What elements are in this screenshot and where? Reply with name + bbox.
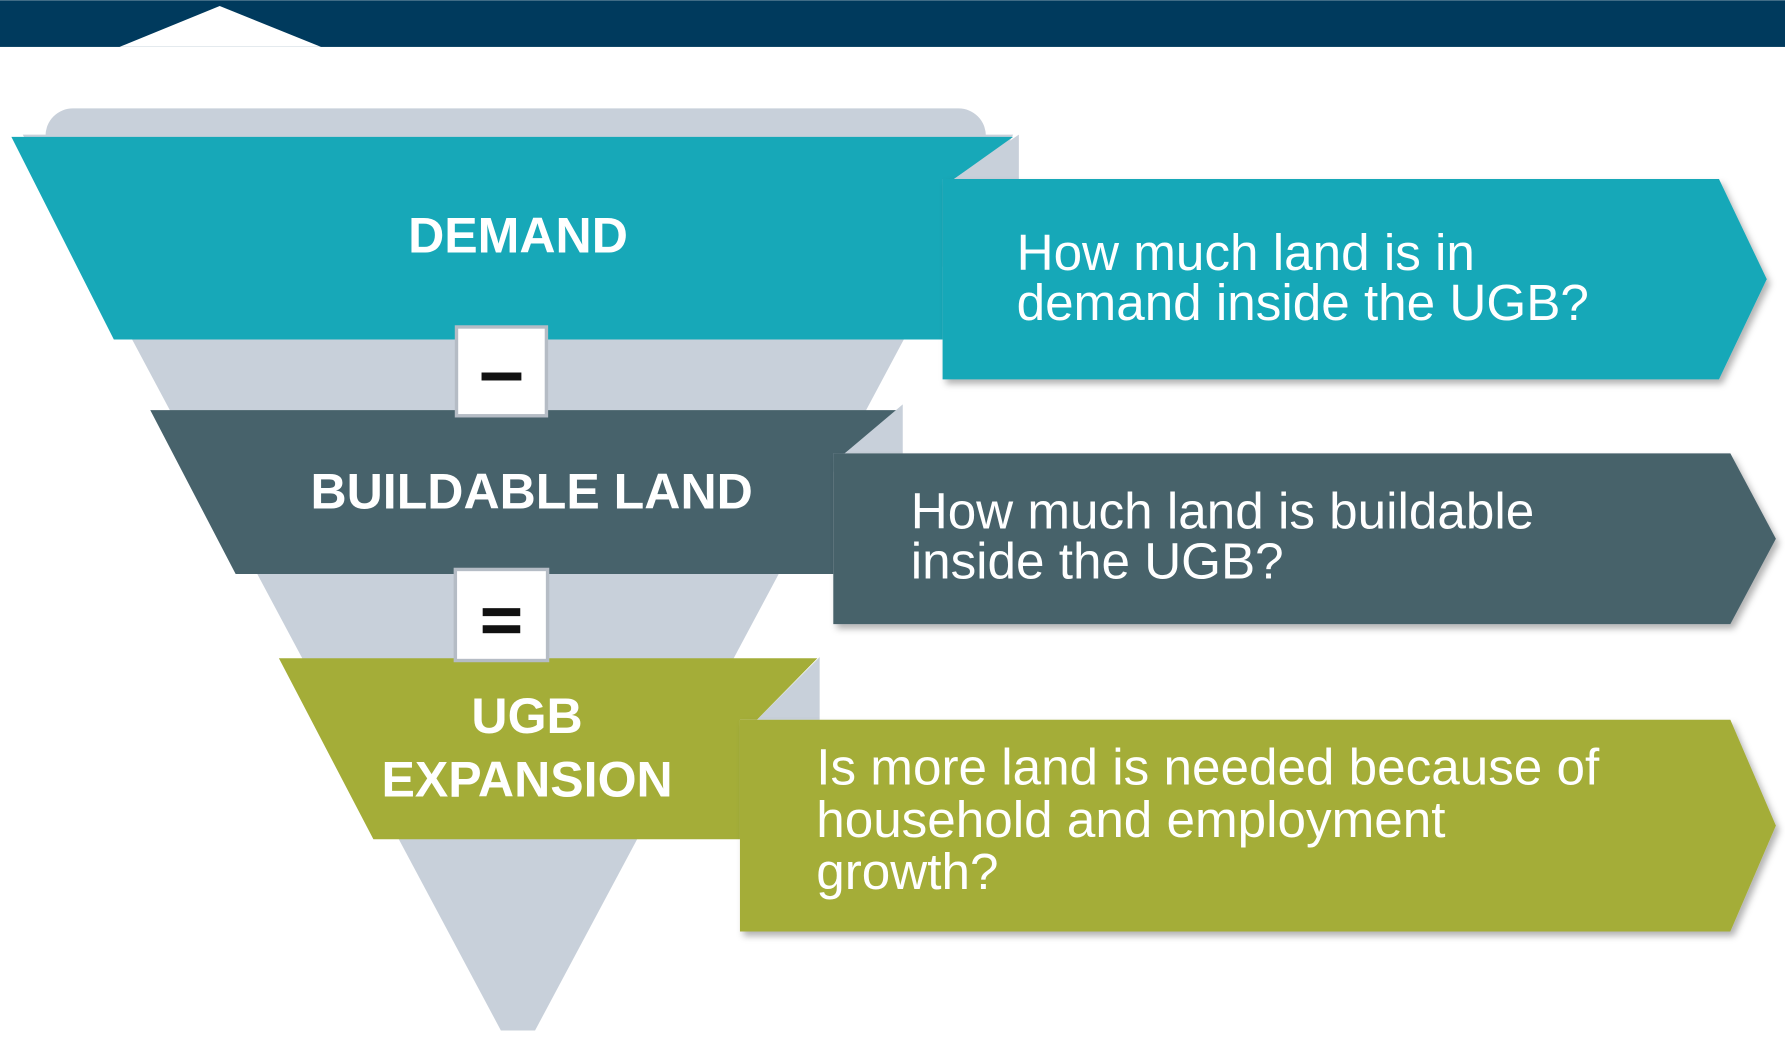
minus-sign [481,372,522,381]
question-arrow [833,453,1776,625]
header-notch [119,5,322,47]
question-text: Is more land is needed because of [816,738,1600,795]
question-text: inside the UGB? [911,532,1284,589]
question-text: demand inside the UGB? [1017,274,1589,331]
equals-sign [482,608,521,617]
question-arrow [739,719,1776,932]
level-label: UGB [471,688,582,744]
question-text: How much land is buildable [911,482,1535,539]
question-text: household and employment [816,791,1445,848]
minus-operator [454,325,549,418]
band-fold [844,404,903,454]
question-arrow [942,178,1767,380]
equals-sign [482,625,521,634]
level-label: EXPANSION [381,752,672,808]
funnel-band [150,410,900,575]
question-text: How much land is in [1017,224,1475,281]
level-label: BUILDABLE LAND [310,464,752,520]
band-fold [953,134,1019,179]
level-label: DEMAND [408,208,628,264]
band-fold [757,657,820,720]
question-text: growth? [816,843,998,900]
funnel-band [11,136,1014,340]
operator-box [454,325,549,418]
equals-operator [453,567,550,663]
funnel-band [278,658,818,840]
